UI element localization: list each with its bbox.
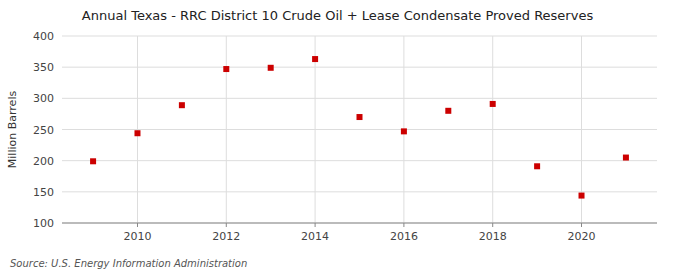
grid [62,36,657,223]
x-tick-label: 2016 [390,230,418,243]
x-tick [492,223,493,227]
y-tick-label: 400 [33,30,54,43]
source-note: Source: U.S. Energy Information Administ… [10,258,247,269]
x-tick [581,223,582,227]
y-axis-label: Million Barrels [6,91,19,169]
y-grid-line [62,160,657,161]
y-tick-label: 250 [33,124,54,137]
points [90,56,629,199]
x-tick [315,223,316,227]
point [268,65,274,71]
y-grid-line [62,36,657,37]
y-tick-label: 150 [33,186,54,199]
x-tick [137,223,138,227]
x-grid-line [492,36,493,223]
point [357,114,363,120]
y-grid-line [62,223,657,224]
x-tick-label: 2018 [479,230,507,243]
chart: 100 150 200 250 300 350 400 2010 2012 2014 2016 201… [0,0,675,275]
y-grid-line [62,98,657,99]
y-tick-label: 350 [33,61,54,74]
y-grid-line [62,67,657,68]
point [90,158,96,164]
y-grid-line [62,191,657,192]
point [534,163,540,169]
x-tick-label: 2014 [301,230,329,243]
x-tick-label: 2010 [123,230,151,243]
y-tick-label: 100 [33,217,54,230]
point [623,155,629,161]
point [490,101,496,107]
x-grid-line [315,36,316,223]
x-grid-line [137,36,138,223]
point [223,66,229,72]
point [401,128,407,134]
x-axis-line [62,223,657,224]
y-grid-line [62,129,657,130]
point [179,102,185,108]
point [312,56,318,62]
x-tick [226,223,227,227]
x-tick [403,223,404,227]
axes: 100 150 200 250 300 350 400 2010 2012 2014 2016 201… [33,30,657,243]
x-tick-label: 2020 [568,230,596,243]
y-tick-label: 300 [33,92,54,105]
point [445,108,451,114]
x-tick-label: 2012 [212,230,240,243]
title: Annual Texas - RRC District 10 Crude Oil… [82,8,594,23]
point [134,130,140,136]
point [579,193,585,199]
y-tick-label: 200 [33,155,54,168]
x-grid-line [226,36,227,223]
